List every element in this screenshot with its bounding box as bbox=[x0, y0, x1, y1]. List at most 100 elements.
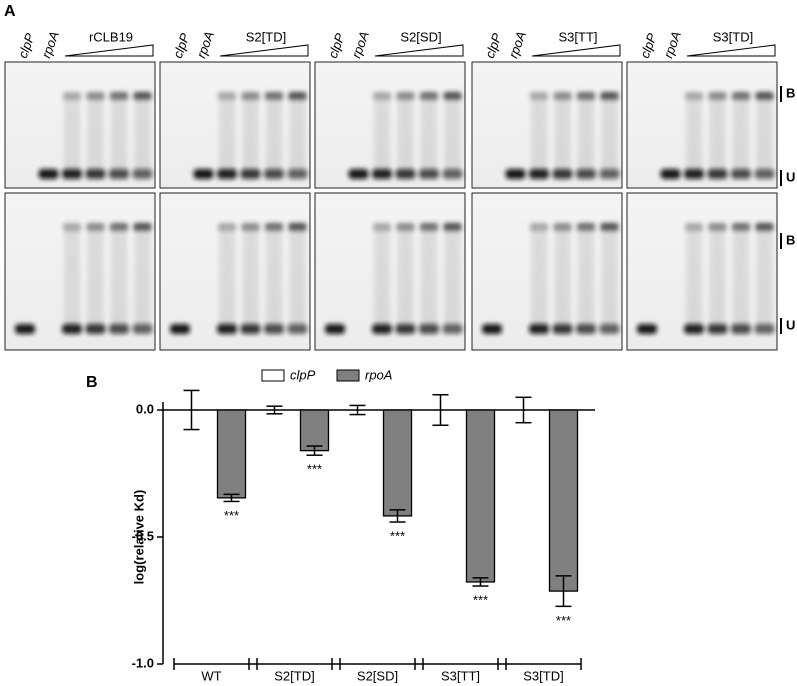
unbound-band bbox=[38, 169, 59, 179]
unbound-band bbox=[132, 169, 153, 179]
significance: *** bbox=[390, 528, 405, 543]
legend-swatch bbox=[336, 369, 360, 382]
smear bbox=[578, 96, 594, 174]
error-bar bbox=[389, 509, 406, 523]
unbound-band bbox=[442, 324, 463, 334]
lane-label: clpP bbox=[482, 31, 505, 60]
smear bbox=[242, 227, 259, 329]
smear bbox=[219, 96, 235, 174]
protein-label: rCLB19 bbox=[89, 29, 133, 44]
unbound-band bbox=[264, 169, 284, 179]
unbound-band bbox=[372, 169, 392, 179]
unbound-band bbox=[731, 169, 751, 179]
bar bbox=[548, 409, 579, 592]
error-bar bbox=[515, 396, 532, 424]
error-bar bbox=[223, 493, 240, 503]
unbound-band bbox=[62, 169, 82, 179]
unbound-band bbox=[637, 324, 657, 334]
unbound-band bbox=[85, 169, 106, 179]
panel-label: B bbox=[86, 374, 98, 391]
smear bbox=[709, 227, 726, 329]
unbound-band bbox=[599, 169, 620, 179]
unbound-band bbox=[684, 324, 704, 334]
protein-label: S2[SD] bbox=[400, 29, 441, 44]
lane-label: clpP bbox=[15, 31, 38, 60]
smear bbox=[111, 227, 127, 329]
x-tick-label: S2[SD] bbox=[357, 668, 398, 683]
smear bbox=[266, 227, 282, 329]
unbound-band bbox=[419, 169, 439, 179]
legend-label: rpoA bbox=[365, 367, 392, 382]
smear bbox=[756, 96, 773, 174]
titration-wedge bbox=[531, 44, 621, 57]
unbound-band bbox=[85, 324, 106, 334]
smear bbox=[686, 96, 702, 174]
smear bbox=[554, 96, 571, 174]
smear bbox=[578, 227, 594, 329]
lane-label: rpoA bbox=[505, 29, 528, 60]
smear bbox=[444, 96, 461, 174]
bar bbox=[382, 409, 413, 517]
smear bbox=[733, 96, 749, 174]
unbound-band bbox=[132, 324, 153, 334]
smear bbox=[64, 227, 80, 329]
legend-label: clpP bbox=[290, 367, 316, 382]
smear bbox=[397, 227, 414, 329]
legend-swatch bbox=[261, 369, 285, 382]
error-bar bbox=[349, 404, 366, 416]
error-bar bbox=[266, 405, 283, 415]
smear bbox=[87, 96, 104, 174]
unbound-band bbox=[348, 169, 369, 179]
unbound-band bbox=[372, 324, 392, 334]
protein-label: S3[TD] bbox=[713, 29, 753, 44]
unbound-band bbox=[707, 169, 728, 179]
unbound-band bbox=[240, 324, 261, 334]
error-bar bbox=[183, 389, 200, 431]
x-tick-label: S3[TD] bbox=[523, 668, 563, 683]
lane-label: rpoA bbox=[38, 29, 61, 60]
unbound-band bbox=[15, 324, 35, 334]
unbound-band bbox=[482, 324, 502, 334]
smear bbox=[531, 227, 547, 329]
titration-wedge bbox=[374, 44, 464, 57]
unbound-band bbox=[505, 169, 526, 179]
smear bbox=[756, 227, 773, 329]
unbound-band bbox=[109, 324, 129, 334]
unbound-band bbox=[395, 324, 416, 334]
titration-wedge bbox=[219, 44, 309, 57]
smear bbox=[289, 227, 306, 329]
smear bbox=[397, 96, 414, 174]
error-bar bbox=[432, 394, 449, 426]
protein-label: S2[TD] bbox=[246, 29, 286, 44]
unbound-band bbox=[287, 169, 308, 179]
unbound-band bbox=[576, 324, 596, 334]
unbound-band bbox=[419, 324, 439, 334]
lane-label: rpoA bbox=[660, 29, 683, 60]
unbound-band bbox=[217, 169, 237, 179]
smear bbox=[374, 96, 390, 174]
lane-label: clpP bbox=[170, 31, 193, 60]
unbound-band bbox=[552, 169, 573, 179]
unbound-band bbox=[599, 324, 620, 334]
error-bar bbox=[472, 577, 489, 587]
smear bbox=[733, 227, 749, 329]
smear bbox=[686, 227, 702, 329]
x-tick-label: WT bbox=[201, 668, 221, 683]
error-bar bbox=[306, 445, 323, 456]
y-tick-label: -0.5 bbox=[132, 528, 154, 543]
band-label: U bbox=[786, 317, 795, 332]
smear bbox=[134, 227, 151, 329]
bar bbox=[299, 409, 330, 452]
unbound-band bbox=[325, 324, 345, 334]
smear bbox=[374, 227, 390, 329]
significance: *** bbox=[224, 508, 239, 523]
lane-label: rpoA bbox=[348, 29, 371, 60]
smear bbox=[709, 96, 726, 174]
smear bbox=[111, 96, 127, 174]
unbound-band bbox=[552, 324, 573, 334]
y-axis-label: log(relative Kd) bbox=[131, 490, 146, 585]
smear bbox=[134, 96, 151, 174]
bar bbox=[216, 409, 247, 499]
smear bbox=[444, 227, 461, 329]
unbound-band bbox=[287, 324, 308, 334]
